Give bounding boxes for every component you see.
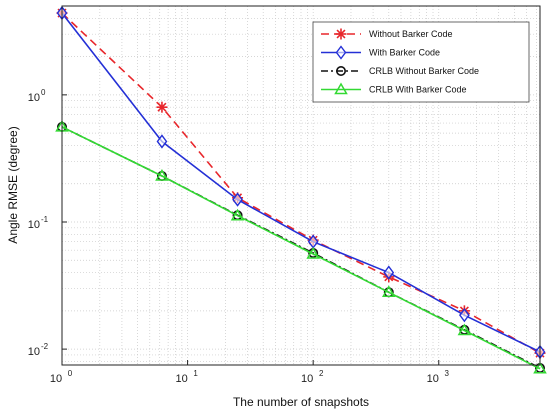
- y-axis-label: Angle RMSE (degree): [6, 126, 20, 243]
- data-point-series-4: [155, 169, 169, 181]
- legend-marker-4: [334, 82, 348, 95]
- series-line-4: [61, 126, 541, 370]
- data-point-series-2: [156, 134, 168, 149]
- y-tick-label: 10: [28, 92, 40, 104]
- data-point-series-2: [383, 265, 395, 280]
- series-group: [55, 5, 547, 374]
- y-tick-exponent: -2: [41, 342, 49, 351]
- legend-box: [312, 21, 530, 103]
- data-point-series-4: [306, 247, 320, 259]
- data-point-series-2: [232, 192, 243, 207]
- y-tick-label: 10: [28, 346, 40, 358]
- x-tick-label: 10: [175, 373, 187, 385]
- legend-label-3: CRLB Without Barker Code: [369, 66, 479, 76]
- data-point-series-4: [533, 361, 547, 374]
- y-tick-exponent: 0: [41, 88, 46, 97]
- data-point-series-1: [156, 101, 168, 113]
- data-point-series-2: [459, 307, 470, 323]
- ticks: 10 0 10 1 10 2 10 310 -210 -110 0: [28, 88, 450, 385]
- x-tick-exponent: 0: [68, 369, 73, 378]
- x-tick-label: 10: [427, 373, 439, 385]
- data-point-series-4: [230, 208, 245, 221]
- plot-frame: [61, 5, 541, 366]
- x-tick-exponent: 3: [445, 369, 450, 378]
- data-point-series-4: [457, 323, 472, 336]
- x-tick-label: 10: [50, 373, 62, 385]
- y-tick-exponent: -1: [41, 215, 49, 224]
- x-tick-exponent: 2: [319, 369, 324, 378]
- legend-label-1: Without Barker Code: [369, 29, 453, 39]
- legend-label-4: CRLB With Barker Code: [369, 85, 467, 95]
- x-axis-label: The number of snapshots: [233, 395, 369, 409]
- legend-marker-1: [335, 28, 347, 40]
- data-point-series-4: [381, 285, 396, 298]
- x-tick-exponent: 1: [193, 369, 198, 378]
- y-tick-label: 10: [28, 219, 40, 231]
- legend: Without Barker Code With Barker Code CRLB …: [312, 21, 530, 103]
- legend-marker-3: [335, 66, 346, 77]
- legend-label-2: With Barker Code: [369, 48, 440, 58]
- x-tick-label: 10: [301, 373, 313, 385]
- legend-marker-2: [335, 45, 347, 60]
